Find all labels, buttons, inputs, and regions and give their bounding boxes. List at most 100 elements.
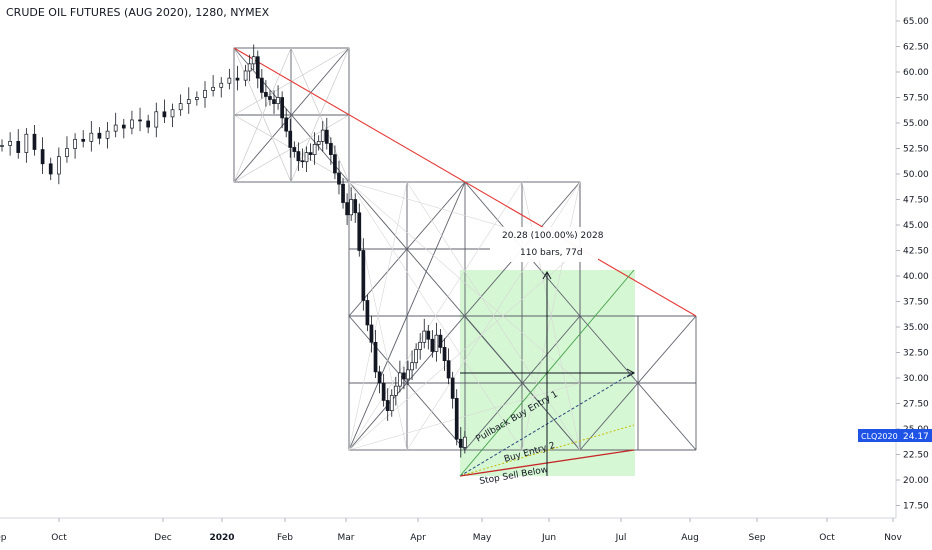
candle-body bbox=[312, 144, 317, 155]
chart-title: CRUDE OIL FUTURES (AUG 2020), 1280, NYME… bbox=[6, 6, 270, 19]
candle-body bbox=[353, 199, 358, 214]
candle-body bbox=[24, 133, 29, 153]
candle-body bbox=[288, 130, 293, 148]
candle-body bbox=[341, 183, 345, 203]
x-tick-label: Apr bbox=[410, 533, 426, 543]
y-tick-label: 42.50 bbox=[903, 247, 929, 257]
candle-body bbox=[446, 360, 451, 379]
x-tick-label: Oct bbox=[819, 533, 835, 543]
candle-body bbox=[81, 138, 86, 142]
candle-body bbox=[280, 97, 284, 119]
candle-body bbox=[105, 130, 110, 139]
candle-body bbox=[329, 143, 333, 155]
price-badge-value bbox=[898, 429, 932, 442]
candle-body bbox=[381, 382, 386, 401]
candle-body bbox=[8, 141, 12, 146]
y-tick-label: 55.00 bbox=[903, 119, 929, 129]
x-tick-label: Dec bbox=[154, 533, 171, 543]
candle-body bbox=[243, 70, 248, 81]
y-tick-label: 65.00 bbox=[903, 17, 929, 27]
candle-body bbox=[402, 372, 406, 380]
y-tick-label: 30.00 bbox=[903, 374, 929, 384]
candle-body bbox=[373, 341, 378, 373]
candle-body bbox=[292, 147, 297, 152]
y-tick-label: 50.00 bbox=[903, 170, 929, 180]
x-axis: Sep Oct Dec 2020 Feb Mar Apr May Jun Jul Aug Sep Oct… bbox=[0, 518, 902, 543]
candle-body bbox=[65, 148, 69, 158]
candle-body bbox=[365, 300, 370, 326]
y-tick-label: 40.00 bbox=[903, 272, 929, 282]
candle-body bbox=[418, 341, 423, 350]
candle-body bbox=[389, 394, 394, 411]
candle-body bbox=[247, 63, 252, 72]
candle-body bbox=[0, 145, 4, 147]
candle-body bbox=[284, 117, 289, 132]
candle-body bbox=[333, 154, 337, 174]
candle-body bbox=[178, 103, 183, 111]
candle-body bbox=[410, 362, 414, 371]
y-tick-label: 37.50 bbox=[903, 298, 929, 308]
y-tick-label: 17.50 bbox=[903, 502, 929, 512]
x-tick-label: Nov bbox=[884, 533, 902, 543]
candle-body bbox=[442, 347, 447, 362]
candle-body bbox=[369, 324, 374, 343]
y-tick-label: 27.50 bbox=[903, 400, 929, 410]
candle-body bbox=[211, 86, 215, 91]
y-tick-label: 35.00 bbox=[903, 323, 929, 333]
candle-body bbox=[259, 77, 264, 93]
candle-body bbox=[316, 141, 321, 145]
candle-body bbox=[154, 111, 159, 128]
candle-body bbox=[162, 111, 167, 118]
candle-body bbox=[170, 109, 175, 118]
candle-body bbox=[146, 120, 151, 128]
candle-body bbox=[377, 371, 382, 384]
candle-body bbox=[430, 338, 435, 352]
candle-body bbox=[357, 212, 362, 251]
candle-body bbox=[296, 151, 301, 162]
y-tick-label: 20.00 bbox=[903, 476, 929, 486]
downtrend-line[interactable] bbox=[233, 47, 697, 317]
candle-body bbox=[361, 250, 366, 301]
candle-body bbox=[300, 160, 305, 163]
candle-body bbox=[393, 385, 398, 396]
candle-body bbox=[40, 149, 45, 165]
gann-box-2-fan bbox=[348, 181, 581, 451]
y-tick-label: 62.50 bbox=[903, 43, 929, 53]
x-tick-label: May bbox=[473, 533, 492, 543]
candle-body bbox=[264, 92, 268, 97]
candle-body bbox=[121, 124, 126, 129]
candle-body bbox=[56, 156, 61, 175]
y-tick-label: 32.50 bbox=[903, 349, 929, 359]
y-tick-label: 22.50 bbox=[903, 451, 929, 461]
candle-body bbox=[203, 90, 207, 98]
candle-body bbox=[235, 77, 240, 81]
x-tick-label: Mar bbox=[338, 533, 355, 543]
candle-body bbox=[73, 138, 77, 149]
candle-body bbox=[324, 129, 329, 144]
candle-body bbox=[276, 97, 280, 104]
candle-body bbox=[406, 369, 410, 380]
candle-body bbox=[414, 349, 418, 364]
x-tick-label: Jul bbox=[615, 533, 627, 543]
candle-body bbox=[195, 97, 199, 100]
measure-label-line2: 110 bars, 77d bbox=[520, 248, 583, 258]
measure-label-line1: 20.28 (100.00%) 2028 bbox=[502, 231, 604, 241]
x-tick-label: Feb bbox=[277, 533, 293, 543]
candle-body bbox=[219, 82, 224, 88]
candle-body bbox=[462, 436, 467, 448]
price-badge-symbol bbox=[858, 429, 904, 442]
y-tick-label: 57.50 bbox=[903, 94, 929, 104]
candle-body bbox=[349, 199, 354, 216]
candle-body bbox=[385, 400, 390, 411]
candle-body bbox=[450, 377, 455, 399]
candle-body bbox=[422, 330, 427, 343]
candle-body bbox=[426, 330, 431, 340]
candles bbox=[0, 44, 467, 458]
candle-body bbox=[337, 172, 341, 185]
x-tick-label: Sep bbox=[749, 533, 766, 543]
candle-body bbox=[308, 152, 313, 155]
measure-right-arrow-icon bbox=[626, 368, 636, 378]
x-tick-label: Sep bbox=[0, 533, 7, 543]
y-tick-label: 47.50 bbox=[903, 196, 929, 206]
